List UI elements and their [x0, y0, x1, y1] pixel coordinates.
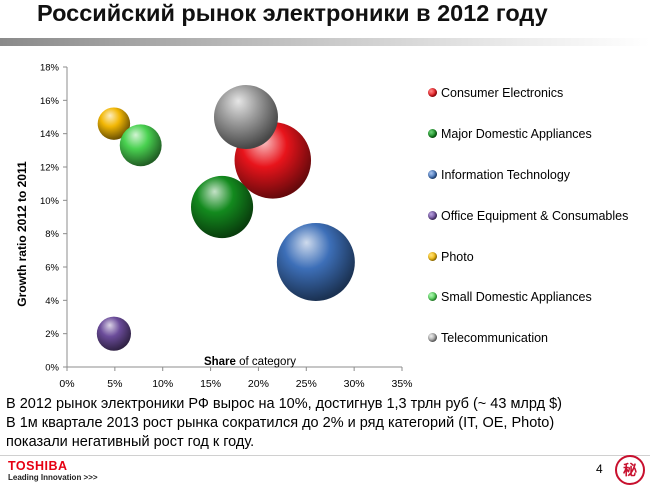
slide-title: Российский рынок электроники в 2012 году	[37, 0, 548, 26]
legend-marker-information-technology	[428, 170, 437, 179]
y-tick-label: 10%	[40, 196, 60, 207]
y-tick-label: 18%	[40, 63, 60, 74]
y-tick-label: 6%	[45, 263, 59, 274]
y-tick-label: 8%	[45, 229, 59, 240]
legend-item: Office Equipment & Consumables	[428, 207, 631, 225]
y-tick-label: 4%	[45, 296, 59, 307]
footer-divider	[0, 455, 650, 456]
caption-line: показали негативный рост год к году.	[6, 434, 255, 450]
toshiba-logo: TOSHIBA Leading Innovation >>>	[8, 459, 98, 482]
y-tick-label: 0%	[45, 363, 59, 374]
y-tick-label: 16%	[40, 96, 60, 107]
chart-bubbles	[96, 85, 355, 351]
legend-label: Office Equipment & Consumables	[441, 209, 629, 223]
legend-marker-telecommunication	[428, 333, 437, 342]
legend-marker-photo	[428, 252, 437, 261]
legend-marker-small-domestic-appliances	[428, 292, 437, 301]
page-number: 4	[596, 462, 603, 476]
caption-line: В 2012 рынок электроники РФ вырос на 10%…	[6, 396, 563, 412]
logo-tagline: Leading Innovation >>>	[8, 473, 98, 482]
x-tick-label: 25%	[296, 378, 317, 390]
x-tick-label: 15%	[200, 378, 221, 390]
legend-item: Telecommunication	[428, 329, 631, 347]
x-tick-label: 35%	[391, 378, 412, 390]
y-tick-label: 12%	[40, 163, 60, 174]
bubble-small-domestic-appliances	[119, 124, 162, 167]
bubble-telecommunication	[213, 85, 278, 149]
y-axis-title: Growth ratio 2012 to 2011	[15, 161, 29, 307]
bubble-information-technology	[276, 223, 355, 301]
logo-wordmark: TOSHIBA	[8, 459, 68, 473]
bubble-office-equipment-consumables	[96, 316, 132, 351]
legend-item: Photo	[428, 248, 631, 266]
bubble-major-domestic-appliances	[190, 175, 254, 239]
x-axis-title: Share of category	[204, 356, 296, 368]
legend-marker-office-equipment	[428, 211, 437, 220]
caption-line: В 1м квартале 2013 рост рынка сократился…	[6, 415, 555, 431]
legend-label: Consumer Electronics	[441, 86, 564, 100]
legend-item: Information Technology	[428, 166, 631, 184]
x-tick-label: 10%	[152, 378, 173, 390]
legend-label: Information Technology	[441, 168, 571, 182]
x-tick-label: 0%	[59, 378, 74, 390]
x-tick-label: 30%	[344, 378, 365, 390]
x-tick-label: 5%	[107, 378, 122, 390]
confidential-seal-icon: 秘	[615, 455, 645, 485]
bubble-photo	[97, 107, 131, 140]
y-tick-label: 14%	[40, 129, 60, 140]
title-divider	[0, 38, 650, 46]
y-tick-label: 2%	[45, 329, 59, 340]
bubble-chart: 0% 2% 4% 6% 8% 10% 12% 14% 16% 18% 0% 5% 10% 15% 20% 25…	[15, 63, 413, 391]
slide-caption: В 2012 рынок электроники РФ вырос на 10%…	[6, 395, 646, 452]
legend-label: Telecommunication	[441, 331, 548, 345]
chart-ticks: 0% 2% 4% 6% 8% 10% 12% 14% 16% 18% 0% 5% 10% 15% 20% 25…	[40, 63, 413, 391]
legend-marker-major-domestic-appliances	[428, 129, 437, 138]
legend-label: Small Domestic Appliances	[441, 290, 592, 304]
legend-label: Photo	[441, 250, 474, 264]
legend-label: Major Domestic Appliances	[441, 127, 592, 141]
legend-marker-consumer-electronics	[428, 88, 437, 97]
legend-item: Major Domestic Appliances	[428, 125, 631, 143]
chart-axes	[66, 67, 402, 368]
legend-item: Small Domestic Appliances	[428, 288, 631, 306]
x-tick-label: 20%	[248, 378, 269, 390]
legend-item: Consumer Electronics	[428, 84, 631, 102]
